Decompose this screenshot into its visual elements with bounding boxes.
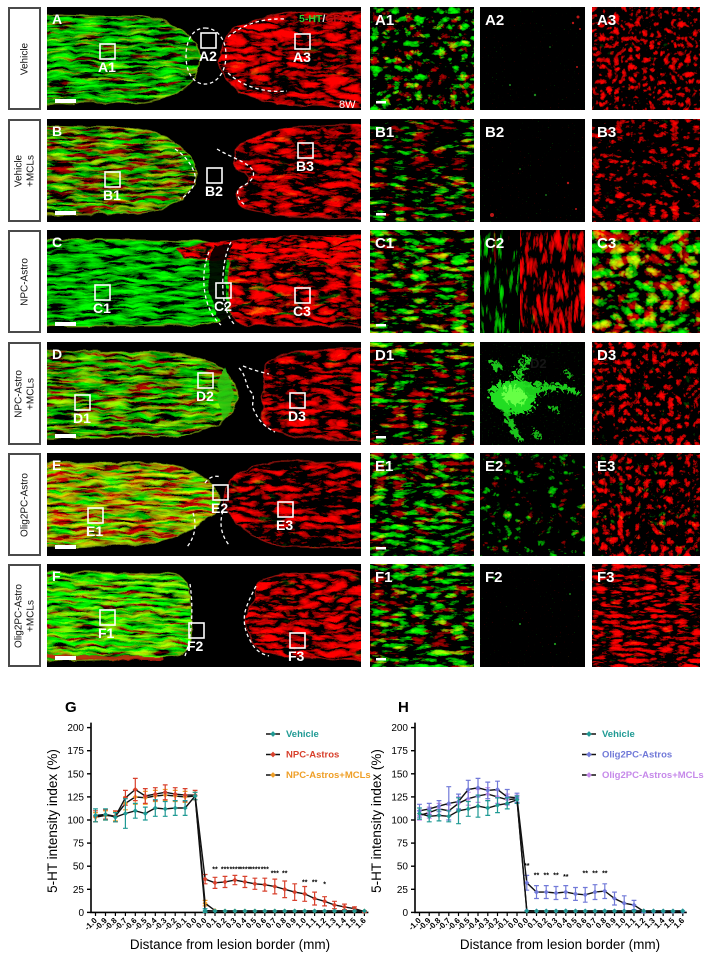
svg-text:C2: C2 <box>485 235 504 252</box>
svg-text:D3: D3 <box>597 347 616 364</box>
svg-text:**: ** <box>563 874 569 881</box>
svg-text:H: H <box>398 699 409 716</box>
svg-text:5-HT/GFAP: 5-HT/GFAP <box>299 13 354 25</box>
svg-text:50: 50 <box>73 862 85 873</box>
svg-text:D: D <box>52 346 62 362</box>
svg-text:A3: A3 <box>597 12 616 29</box>
svg-text:NPC-Astros: NPC-Astros <box>286 750 339 761</box>
svg-text:****: **** <box>239 867 250 874</box>
svg-text:**: ** <box>534 872 540 879</box>
svg-text:B3: B3 <box>296 158 314 174</box>
svg-text:B2: B2 <box>485 124 504 141</box>
svg-text:**: ** <box>602 870 608 877</box>
svg-text:E3: E3 <box>276 517 293 533</box>
svg-text:C1: C1 <box>375 235 394 252</box>
svg-text:**: ** <box>282 870 288 877</box>
svg-text:*: * <box>323 882 326 889</box>
svg-text:50: 50 <box>397 862 409 873</box>
svg-text:175: 175 <box>67 746 84 757</box>
svg-text:**: ** <box>302 880 308 887</box>
svg-text:D2: D2 <box>530 356 547 371</box>
svg-text:C: C <box>52 234 62 250</box>
svg-text:100: 100 <box>391 816 408 827</box>
svg-text:F: F <box>52 568 61 584</box>
svg-text:F2: F2 <box>485 569 503 586</box>
svg-text:0: 0 <box>402 908 408 919</box>
svg-text:F3: F3 <box>597 569 615 586</box>
svg-text:C3: C3 <box>293 303 311 319</box>
svg-text:G: G <box>65 699 77 716</box>
svg-text:Distance from lesion border (m: Distance from lesion border (mm) <box>460 937 660 952</box>
svg-text:D2: D2 <box>196 388 214 404</box>
svg-text:**: ** <box>543 872 549 879</box>
svg-text:A1: A1 <box>375 12 394 29</box>
svg-text:25: 25 <box>397 885 409 896</box>
svg-text:***: *** <box>221 867 229 874</box>
svg-text:**: ** <box>524 863 530 870</box>
svg-text:75: 75 <box>73 839 85 850</box>
svg-text:**: ** <box>553 872 559 879</box>
svg-text:**: ** <box>582 870 588 877</box>
svg-text:Vehicle: Vehicle <box>286 729 319 740</box>
svg-text:Distance from lesion border (m: Distance from lesion border (mm) <box>130 937 330 952</box>
svg-text:A2: A2 <box>485 12 504 29</box>
svg-text:D1: D1 <box>73 410 91 426</box>
svg-text:E1: E1 <box>375 458 393 475</box>
svg-text:A1: A1 <box>98 59 116 75</box>
svg-text:C2: C2 <box>214 298 232 314</box>
svg-text:B: B <box>52 123 62 139</box>
svg-text:B1: B1 <box>103 187 121 203</box>
svg-text:25: 25 <box>73 885 85 896</box>
svg-text:Vehicle: Vehicle <box>602 729 635 740</box>
svg-text:125: 125 <box>67 792 84 803</box>
svg-text:A2: A2 <box>199 48 217 64</box>
svg-text:75: 75 <box>397 839 409 850</box>
svg-text:A: A <box>52 11 62 27</box>
svg-text:F2: F2 <box>187 638 204 654</box>
svg-text:***: *** <box>261 867 269 874</box>
svg-text:E: E <box>52 457 61 473</box>
svg-text:****: **** <box>229 867 240 874</box>
svg-text:Olig2PC-Astros+MCLs: Olig2PC-Astros+MCLs <box>602 770 704 781</box>
svg-text:8W: 8W <box>339 99 356 110</box>
svg-text:E2: E2 <box>211 500 228 516</box>
svg-text:200: 200 <box>391 723 408 734</box>
svg-text:1.6: 1.6 <box>672 916 687 931</box>
svg-text:F1: F1 <box>98 625 115 641</box>
svg-text:C1: C1 <box>93 300 111 316</box>
svg-text:5-HT intensity index (%): 5-HT intensity index (%) <box>369 749 384 893</box>
svg-text:B3: B3 <box>597 124 616 141</box>
svg-text:100: 100 <box>67 816 84 827</box>
svg-text:B2: B2 <box>205 183 223 199</box>
svg-text:E2: E2 <box>485 458 503 475</box>
svg-text:B1: B1 <box>375 124 394 141</box>
svg-text:****: **** <box>249 867 260 874</box>
svg-text:E3: E3 <box>597 458 615 475</box>
svg-text:E1: E1 <box>86 523 103 539</box>
svg-text:5-HT intensity index (%): 5-HT intensity index (%) <box>45 749 60 893</box>
svg-text:NPC-Astros+MCLs: NPC-Astros+MCLs <box>286 770 371 781</box>
svg-text:C3: C3 <box>597 235 616 252</box>
svg-text:0: 0 <box>78 908 84 919</box>
svg-text:**: ** <box>312 880 318 887</box>
svg-text:150: 150 <box>67 769 84 780</box>
svg-text:150: 150 <box>391 769 408 780</box>
svg-text:125: 125 <box>391 792 408 803</box>
svg-text:***: *** <box>271 870 279 877</box>
svg-text:A3: A3 <box>293 49 311 65</box>
svg-text:**: ** <box>212 867 218 874</box>
svg-text:**: ** <box>592 870 598 877</box>
svg-text:200: 200 <box>67 723 84 734</box>
svg-text:175: 175 <box>391 746 408 757</box>
svg-text:D3: D3 <box>288 408 306 424</box>
svg-text:Olig2PC-Astros: Olig2PC-Astros <box>602 750 672 761</box>
svg-text:F3: F3 <box>288 648 305 664</box>
svg-text:D1: D1 <box>375 347 394 364</box>
svg-text:F1: F1 <box>375 569 393 586</box>
